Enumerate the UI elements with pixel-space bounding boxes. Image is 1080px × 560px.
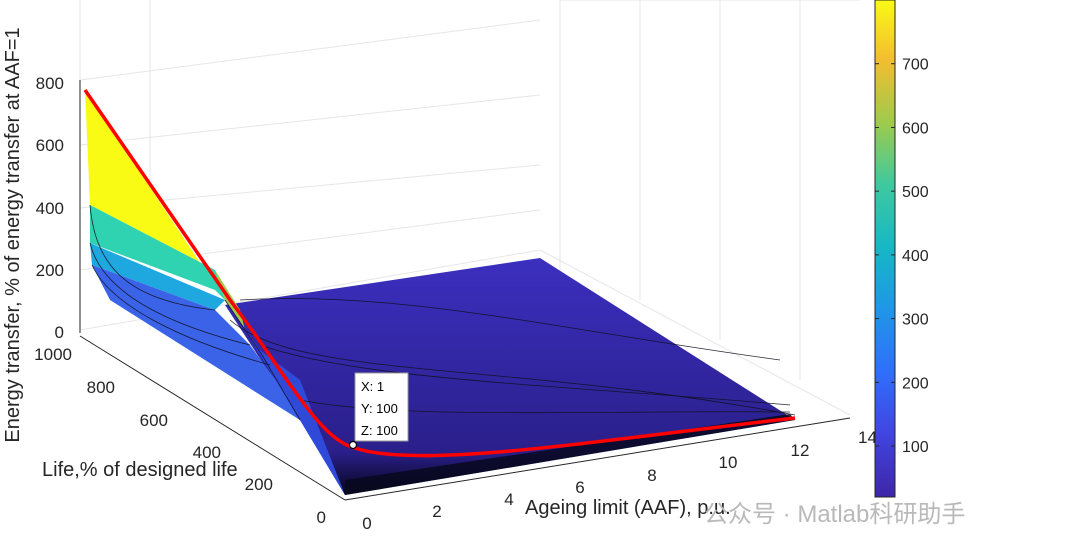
- highlight-curve: [83, 89, 796, 458]
- data-tip-box: [354, 372, 409, 442]
- x-tick-label: 8: [647, 466, 656, 485]
- colorbar-tick-label: 100: [902, 439, 929, 456]
- y-tick-labels: 1000 800 600 400 200 0: [34, 345, 326, 527]
- surface-teal-face: [90, 205, 225, 300]
- data-tip-marker: [348, 440, 358, 450]
- z-axis-label: Energy transfer, % of energy transfer at…: [2, 27, 24, 442]
- x-tick-label: 12: [791, 441, 810, 460]
- colorbar-border: [874, 0, 896, 498]
- data-tip-y: Y: 100: [361, 401, 398, 416]
- x-tick-labels: 0 2 4 6 8 10 12 14: [362, 428, 877, 533]
- x-tick-label: 14: [858, 428, 877, 447]
- colorbar-tick-label: 400: [902, 248, 929, 265]
- colorbar: 100 200 300 400 500 600 700: [874, 0, 929, 498]
- y-axis-label: Life,% of designed life: [42, 459, 238, 481]
- axes-lines: [79, 80, 851, 501]
- x-tick-label: 6: [575, 478, 584, 497]
- surface-mesh-lines: [89, 204, 796, 421]
- x-tick-label: 4: [504, 490, 513, 509]
- watermark: 公众号 · Matlab科研助手: [704, 501, 965, 528]
- surface-blue-face: [92, 265, 345, 495]
- x-tick-label: 10: [719, 453, 738, 472]
- z-tick-labels: 800 600 400 200 0: [36, 74, 64, 342]
- data-tip[interactable]: X: 1 Y: 100 Z: 100: [348, 372, 409, 450]
- colorbar-gradient: [875, 0, 895, 497]
- z-tick-label: 0: [55, 323, 64, 342]
- energy-surface: [85, 90, 796, 495]
- colorbar-tick-label: 600: [902, 120, 929, 137]
- y-tick-label: 1000: [34, 345, 72, 364]
- surface-dark-band: [345, 414, 795, 495]
- y-tick-label: 600: [140, 411, 168, 430]
- z-tick-label: 200: [36, 261, 64, 280]
- z-tick-label: 400: [36, 199, 64, 218]
- x-axis-label: Ageing limit (AAF), p.u.: [525, 497, 731, 519]
- y-tick-label: 400: [193, 443, 221, 462]
- x-tick-label: 2: [432, 502, 441, 521]
- surface-cyan-face: [90, 243, 225, 310]
- y-tick-label: 800: [87, 378, 115, 397]
- colorbar-tick-label: 300: [902, 312, 929, 329]
- colorbar-tick-label: 700: [902, 57, 929, 74]
- data-tip-x: X: 1: [361, 379, 384, 394]
- z-tick-label: 800: [36, 74, 64, 93]
- colorbar-tick-label: 500: [902, 184, 929, 201]
- colorbar-tick-label: 200: [902, 375, 929, 392]
- x-tick-label: 0: [362, 514, 371, 533]
- y-tick-label: 200: [245, 475, 273, 494]
- data-tip-z: Z: 100: [361, 423, 398, 438]
- y-tick-label: 0: [317, 508, 326, 527]
- z-tick-label: 600: [36, 136, 64, 155]
